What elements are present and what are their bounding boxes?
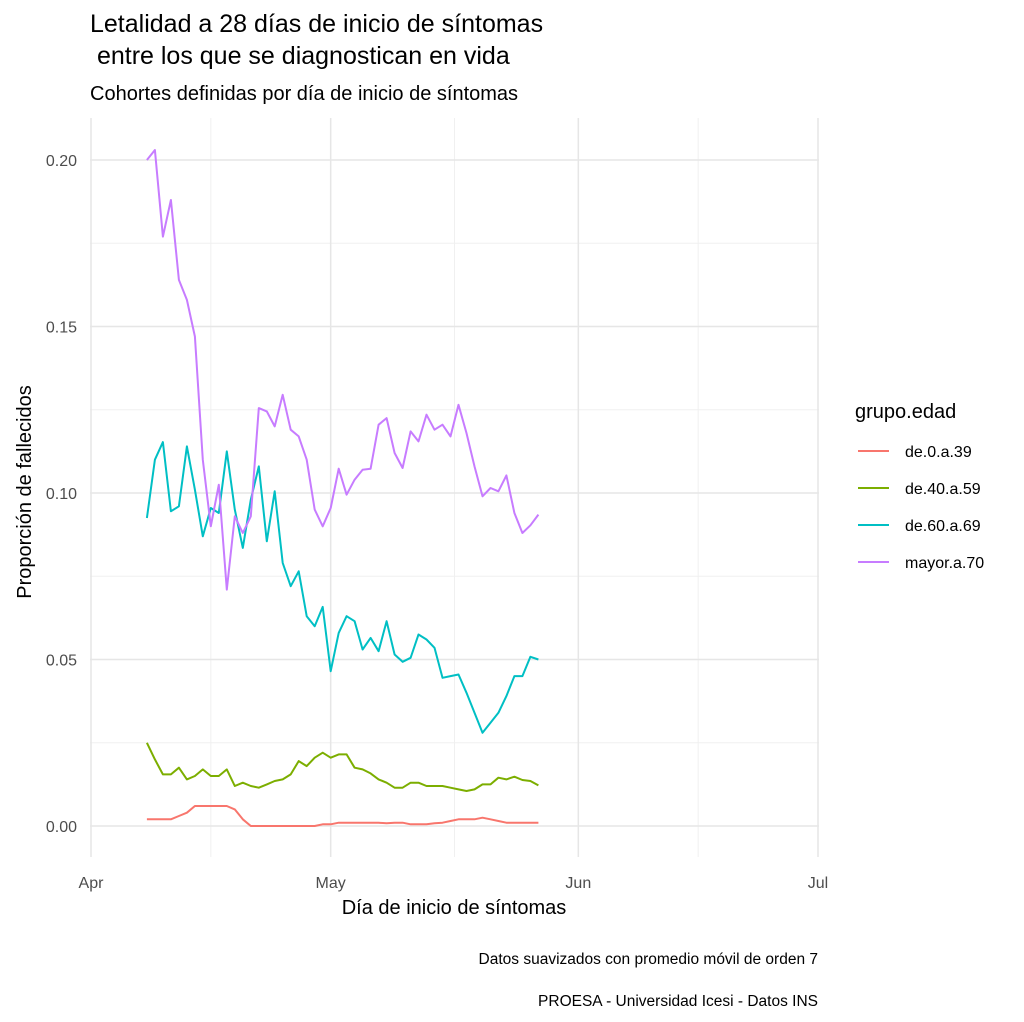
y-tick-label: 0.05 <box>46 653 77 670</box>
y-axis-label: Proporción de fallecidos <box>14 385 36 598</box>
x-tick-label: May <box>316 875 346 892</box>
x-tick-label: Jul <box>808 875 828 892</box>
legend-item: mayor.a.70 <box>858 555 984 572</box>
major-gridlines <box>90 118 819 857</box>
legend-label: de.0.a.39 <box>905 444 972 461</box>
legend-item: de.40.a.59 <box>858 481 981 498</box>
legend-label: de.60.a.69 <box>905 518 981 535</box>
series-line-de-40-a-59 <box>145 742 539 792</box>
chart-title-line-2: entre los que se diagnostican en vida <box>90 42 510 70</box>
y-tick-label: 0.15 <box>46 320 77 337</box>
series-layer <box>145 149 540 827</box>
series-line-de-60-a-69 <box>145 441 539 734</box>
legend: grupo.edad de.0.a.39 de.40.a.59 de.60.a.69… <box>855 401 984 572</box>
y-axis-ticks: 0.00 0.05 0.10 0.15 0.20 <box>46 153 77 836</box>
caption-smoothing: Datos suavizados con promedio móvil de o… <box>479 951 818 968</box>
x-tick-label: Apr <box>79 875 105 892</box>
series-line-de-0-a-39 <box>146 805 539 827</box>
y-tick-label: 0.20 <box>46 153 77 170</box>
legend-item: de.60.a.69 <box>858 518 981 535</box>
y-tick-label: 0.00 <box>46 819 77 836</box>
legend-label: de.40.a.59 <box>905 481 981 498</box>
legend-title: grupo.edad <box>855 401 956 423</box>
x-tick-label: Jun <box>565 875 591 892</box>
chart-title: Letalidad a 28 días de inicio de síntoma… <box>90 10 543 38</box>
legend-label: mayor.a.70 <box>905 555 984 572</box>
minor-gridlines <box>90 118 819 857</box>
legend-item: de.0.a.39 <box>858 444 972 461</box>
x-axis-ticks: Apr May Jun Jul <box>79 875 829 892</box>
y-tick-label: 0.10 <box>46 486 77 503</box>
chart-subtitle: Cohortes definidas por día de inicio de … <box>90 83 518 105</box>
caption-source: PROESA - Universidad Icesi - Datos INS <box>538 993 818 1010</box>
x-axis-label: Día de inicio de síntomas <box>342 897 567 919</box>
series-line-mayor-a-70 <box>146 149 540 591</box>
